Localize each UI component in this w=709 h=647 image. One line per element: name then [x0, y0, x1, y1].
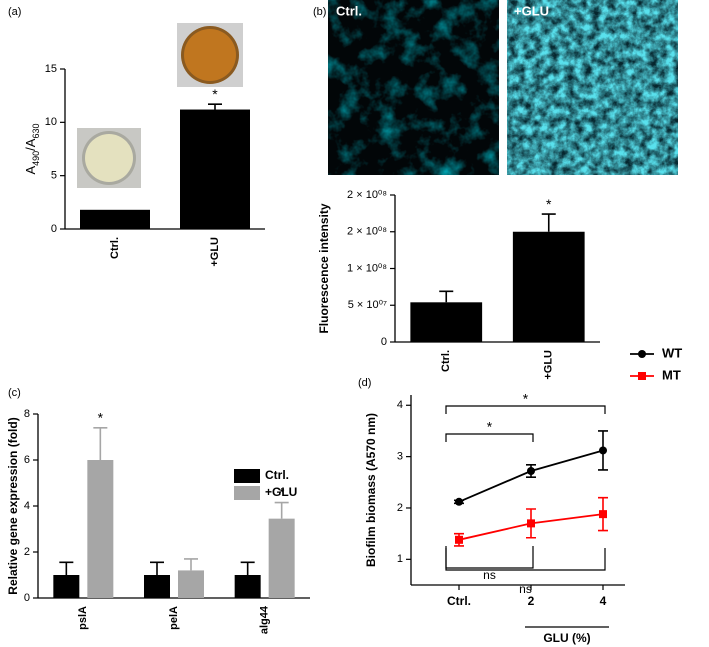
y-axis-label-part: 490 — [31, 151, 41, 166]
y-tick-label: 1 × 10⁰⁸ — [347, 262, 387, 274]
error-bar — [93, 427, 108, 460]
y-axis-label: A490/A630 — [23, 123, 41, 174]
photo-ctrl — [77, 128, 141, 188]
x-tick-label: +GLU — [543, 350, 555, 380]
significance-mark: * — [279, 484, 285, 500]
significance-mark: * — [98, 410, 104, 426]
bar — [144, 575, 170, 598]
error-bar — [541, 213, 556, 232]
marker — [455, 535, 463, 544]
legend-marker — [638, 350, 646, 358]
bar — [178, 570, 204, 598]
y-axis-label: Relative gene expression (fold) — [6, 417, 20, 594]
y-axis-label: Biofilm biomass (A570 nm) — [364, 413, 378, 567]
panel-label: (c) — [8, 387, 21, 399]
x-tick-label: 2 — [528, 594, 535, 608]
legend-swatch — [234, 469, 260, 483]
x-tick-label: +GLU — [209, 237, 221, 267]
bar — [87, 460, 114, 598]
y-tick-label: 5 — [51, 170, 57, 182]
bar — [268, 518, 295, 598]
y-tick-label: 0 — [381, 336, 387, 348]
panel-label: (a) — [8, 6, 21, 18]
y-tick-label: 4 — [24, 500, 30, 512]
y-tick-label: 5 × 10⁰⁷ — [348, 299, 387, 311]
bar — [180, 109, 250, 229]
micrograph-ctrl: Ctrl. — [328, 0, 499, 175]
legend-label: MT — [662, 367, 681, 382]
y-tick-label: 10 — [45, 116, 57, 128]
y-tick-label: 4 — [397, 399, 403, 411]
bar — [80, 209, 150, 229]
y-tick-label: 3 — [397, 451, 403, 463]
x-tick-label: alg44 — [259, 605, 271, 634]
error-bar — [439, 290, 454, 303]
panel-label: (b) — [313, 6, 326, 18]
legend-swatch — [234, 486, 260, 500]
bracket — [445, 546, 534, 569]
bracket-label: ns — [519, 582, 532, 596]
error-bar — [150, 561, 164, 575]
y-axis-label: Fluorescence intensity — [317, 203, 331, 333]
significance-mark: * — [546, 196, 552, 212]
marker — [599, 510, 607, 519]
marker — [599, 446, 607, 455]
y-tick-label: 2 — [24, 546, 30, 558]
x-tick-label: 4 — [600, 594, 607, 608]
marker — [455, 497, 463, 506]
x-tick-label: pelA — [168, 606, 180, 630]
legend-marker — [638, 372, 646, 380]
bracket — [445, 405, 606, 414]
bracket — [445, 548, 606, 571]
legend-label: Ctrl. — [265, 468, 289, 482]
panel-label: (d) — [358, 377, 371, 389]
y-tick-label: 0 — [51, 223, 57, 235]
x-tick-label: Ctrl. — [447, 594, 471, 608]
y-tick-label: 2 × 10⁰⁸ — [347, 226, 387, 238]
marker — [527, 519, 535, 528]
legend-label: +GLU — [265, 485, 297, 499]
y-tick-label: 6 — [24, 454, 30, 466]
x-tick-label: Ctrl. — [440, 350, 452, 372]
error-bar — [240, 561, 255, 575]
y-tick-label: 2 — [397, 502, 403, 514]
bracket — [445, 433, 534, 442]
error-bar — [274, 501, 289, 519]
y-tick-label: 8 — [24, 408, 30, 420]
y-axis-label-part: /A — [23, 138, 38, 151]
error-bar — [208, 103, 222, 110]
y-tick-label: 0 — [24, 592, 30, 604]
y-tick-label: 15 — [45, 63, 57, 75]
bar — [410, 302, 483, 342]
bracket-label: ns — [483, 568, 496, 582]
bar — [234, 575, 261, 598]
marker — [527, 467, 535, 475]
significance-mark: * — [212, 86, 218, 102]
image-title: +GLU — [514, 3, 549, 18]
photo-glu — [177, 23, 243, 87]
error-bar — [184, 558, 198, 571]
y-tick-label: 1 — [397, 553, 403, 565]
legend-label: WT — [662, 345, 682, 360]
x-tick-label: Ctrl. — [109, 237, 121, 259]
bracket-label: * — [523, 391, 529, 407]
y-tick-label: 2 × 10⁰⁸ — [347, 189, 387, 201]
y-axis-label-part: 630 — [31, 123, 41, 138]
bar — [512, 231, 585, 342]
bracket-label: * — [487, 419, 493, 435]
x-tick-label: pslA — [77, 606, 89, 630]
x-axis-label: GLU (%) — [543, 631, 590, 645]
image-title: Ctrl. — [336, 3, 362, 18]
micrograph-glu: +GLU — [507, 0, 678, 175]
y-axis-label-part: A — [23, 166, 38, 175]
bar — [53, 575, 80, 598]
error-bar — [59, 561, 74, 575]
